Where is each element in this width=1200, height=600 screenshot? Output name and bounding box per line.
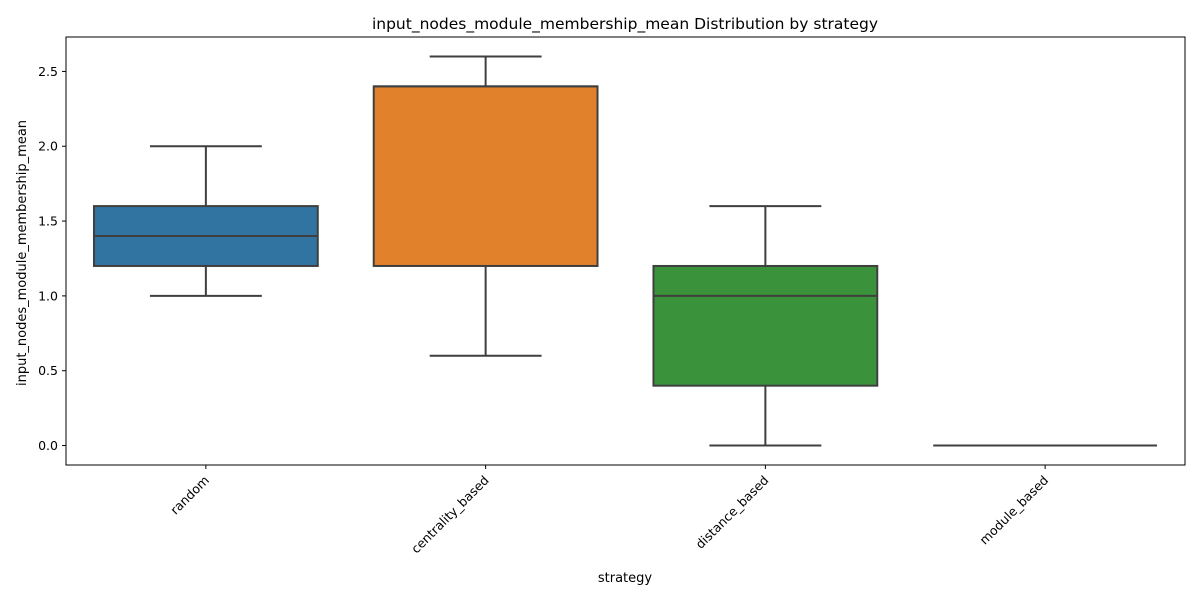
box-group (92, 145, 319, 297)
x-axis-label: strategy (598, 571, 653, 586)
chart-title: input_nodes_module_membership_mean Distr… (372, 15, 878, 34)
box-iqr (652, 264, 879, 387)
y-tick-label: 2.5 (38, 64, 58, 79)
y-axis-ticks: 0.0 0.5 1.0 1.5 2.0 2.5 (38, 64, 66, 453)
x-axis-ticks: random centrality_based distance_based modu… (167, 465, 1051, 556)
y-tick-label: 1.5 (38, 214, 58, 229)
x-tick-label: centrality_based (408, 473, 492, 557)
y-tick-label: 0.5 (38, 363, 58, 378)
y-tick-label: 2.0 (38, 139, 58, 154)
x-tick-label: module_based (976, 473, 1051, 548)
x-tick-label: random (167, 473, 212, 518)
plot-area (92, 55, 1158, 447)
y-tick-label: 1.0 (38, 288, 58, 303)
y-tick-label: 0.0 (38, 438, 58, 453)
x-tick-label: distance_based (692, 473, 771, 552)
box-group (372, 55, 599, 357)
box-group (652, 205, 879, 447)
y-axis-label: input_nodes_module_membership_mean (15, 120, 30, 386)
axes-frame (65, 36, 1186, 466)
box-iqr (372, 85, 599, 267)
